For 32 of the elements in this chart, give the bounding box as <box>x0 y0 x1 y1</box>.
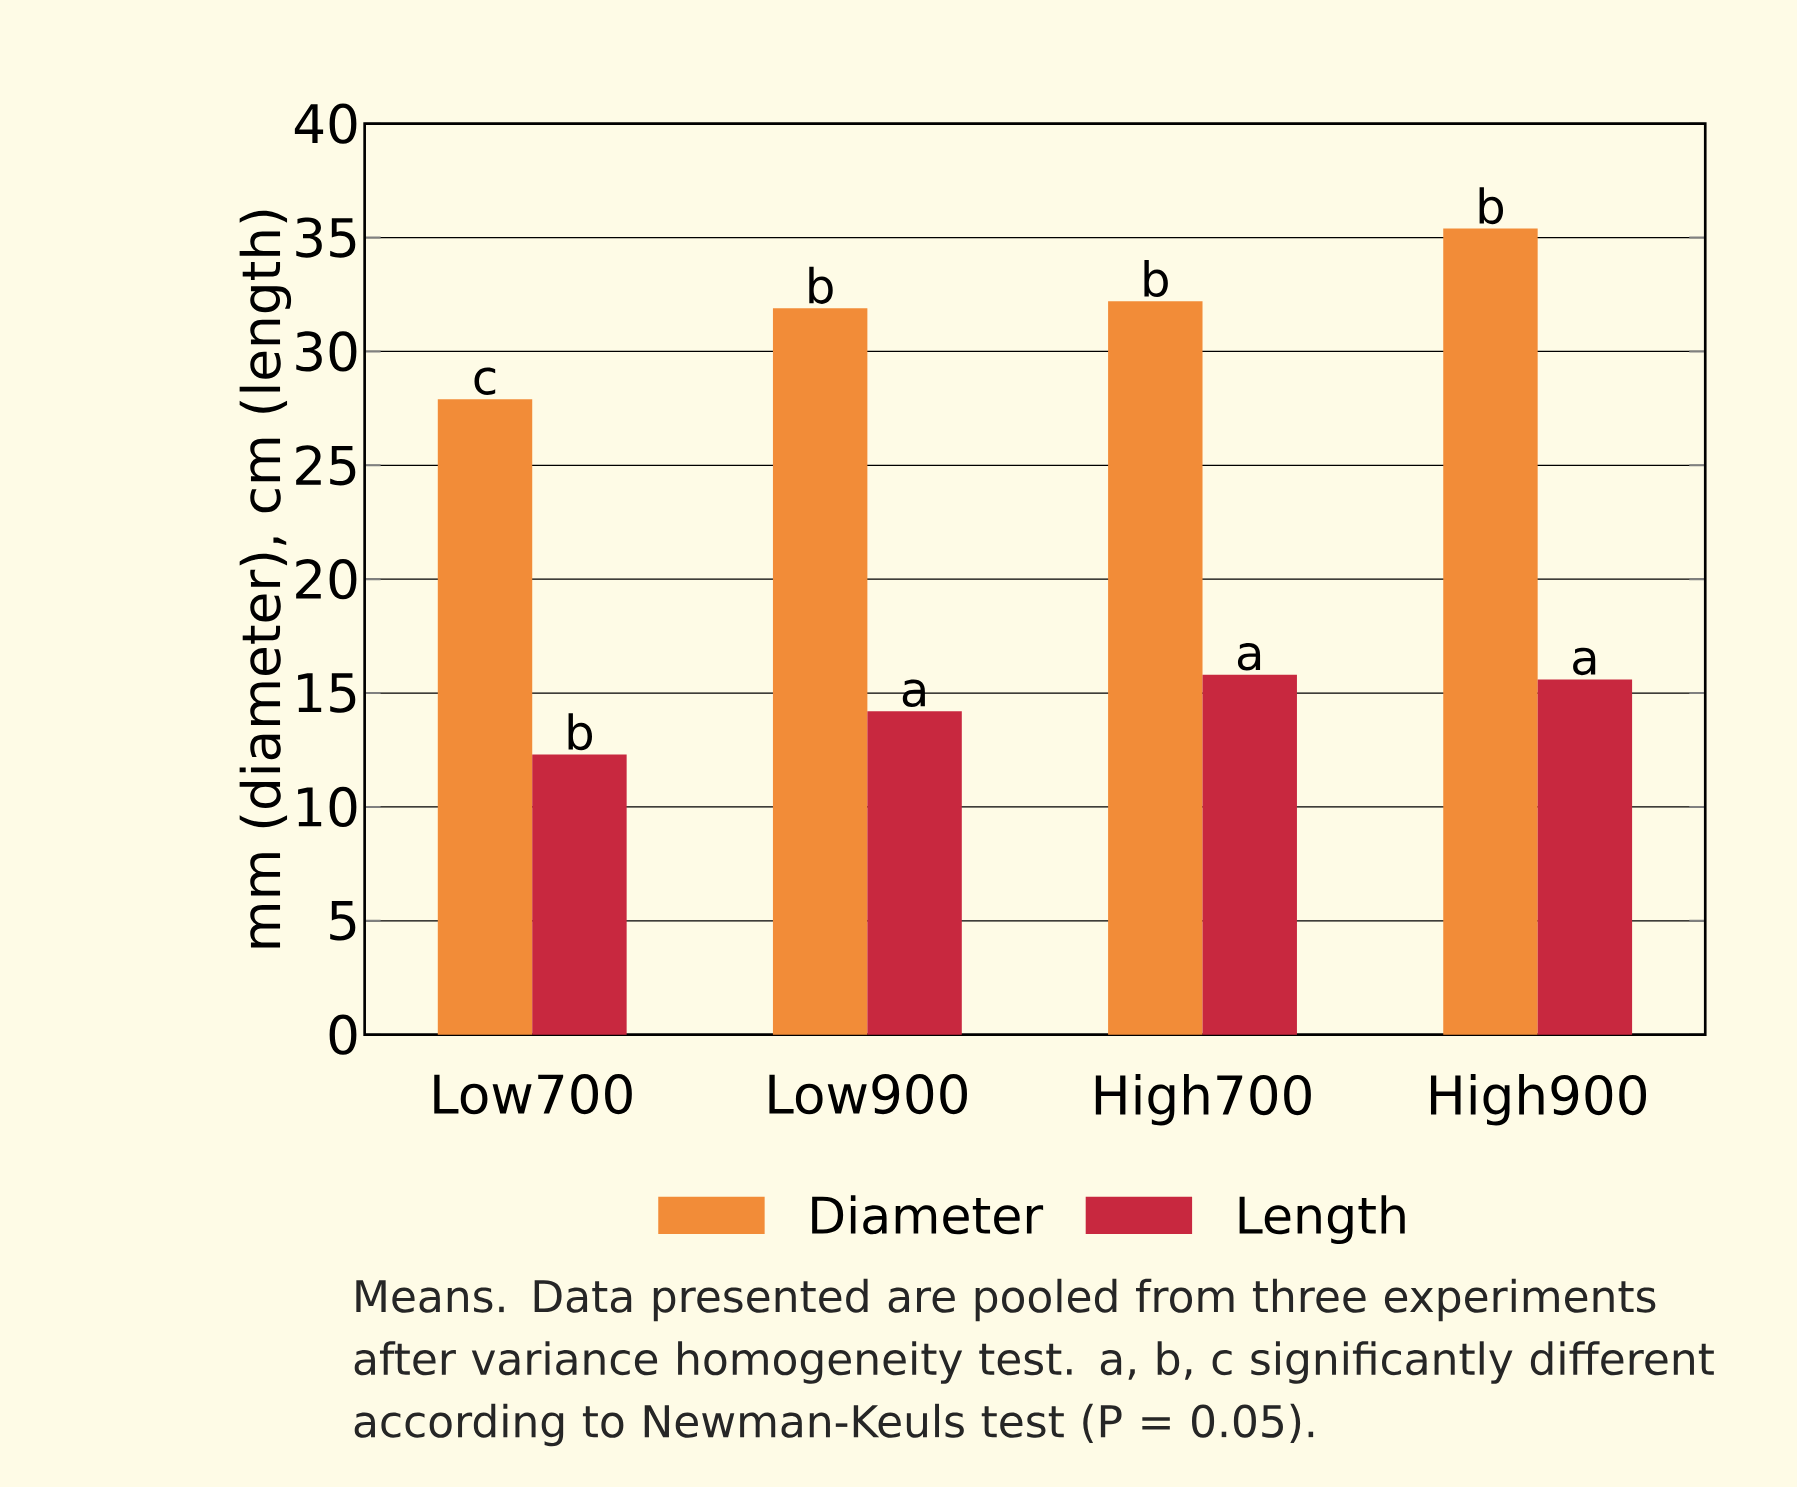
bar <box>532 754 627 1035</box>
y-tick-label: 5 <box>330 901 356 941</box>
data-label: b <box>1479 187 1504 225</box>
y-tick-label: 25 <box>296 445 356 486</box>
legend-label: Length <box>1239 1195 1405 1245</box>
y-tick-label: 10 <box>298 786 357 828</box>
y-tick-label: 0 <box>329 1014 357 1055</box>
data-label: c <box>474 367 496 396</box>
bar <box>1202 674 1297 1035</box>
data-label: b <box>1144 260 1168 298</box>
bar <box>1537 679 1633 1035</box>
data-label: b <box>809 266 833 304</box>
bar <box>772 308 868 1035</box>
text: Means. Data presented are pooled from three experiments after variance homogeneity test. a, b, c significantly different according to Newman-Keuls test (P = 0.05). <box>354 1278 1714 1447</box>
bar <box>1108 301 1203 1035</box>
bar <box>1443 228 1538 1035</box>
bar <box>867 711 962 1035</box>
y-tick-label: 40 <box>294 103 357 144</box>
x-tick-label: High700 <box>1095 1074 1311 1126</box>
x-tick-label: Low900 <box>769 1074 967 1115</box>
data-label: b <box>568 713 592 751</box>
bar <box>437 399 533 1035</box>
data-label: a <box>1573 647 1596 676</box>
y-axis-title: mm (diameter), cm (length) <box>239 210 292 948</box>
legend-label: Diameter <box>812 1195 1044 1235</box>
data-label: a <box>1237 643 1261 671</box>
y-tick-label: 30 <box>296 331 357 372</box>
x-tick-label: High900 <box>1430 1074 1647 1126</box>
x-tick-label: Low700 <box>434 1074 632 1115</box>
y-tick-label: 20 <box>296 559 357 600</box>
y-tick-label: 35 <box>296 217 356 258</box>
y-tick-label: 15 <box>298 673 356 713</box>
